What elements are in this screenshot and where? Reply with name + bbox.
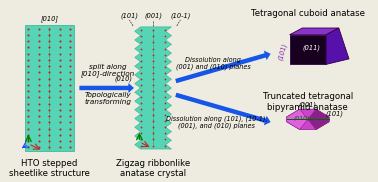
Text: (011): (011) bbox=[302, 45, 321, 51]
Text: (010): (010) bbox=[293, 116, 310, 121]
Text: (10-1): (10-1) bbox=[170, 13, 191, 19]
Text: Dissolution along
(001) and (010) planes: Dissolution along (001) and (010) planes bbox=[176, 57, 251, 70]
Text: (101): (101) bbox=[326, 111, 344, 117]
Polygon shape bbox=[135, 27, 172, 149]
Text: (001): (001) bbox=[144, 13, 162, 19]
Text: Zigzag ribbonlike
anatase crystal: Zigzag ribbonlike anatase crystal bbox=[116, 159, 190, 178]
Text: Dissolution along (101), (10-1),
(001), and (010) planes: Dissolution along (101), (10-1), (001), … bbox=[166, 115, 268, 129]
Polygon shape bbox=[308, 109, 329, 130]
Text: (101): (101) bbox=[277, 42, 288, 61]
Text: (101): (101) bbox=[121, 13, 138, 19]
Bar bbox=[25, 25, 74, 151]
Polygon shape bbox=[290, 28, 339, 35]
Text: Truncated tetragonal
bipyramid anatase: Truncated tetragonal bipyramid anatase bbox=[263, 92, 353, 112]
Text: HTO stepped
sheetlike structure: HTO stepped sheetlike structure bbox=[9, 159, 90, 178]
Text: Topologically
transforming: Topologically transforming bbox=[84, 92, 131, 105]
Polygon shape bbox=[326, 28, 349, 64]
Text: Tetragonal cuboid anatase: Tetragonal cuboid anatase bbox=[251, 9, 365, 17]
Polygon shape bbox=[287, 109, 329, 130]
Text: [010]: [010] bbox=[40, 15, 58, 22]
Text: (010): (010) bbox=[114, 76, 132, 82]
Text: split along
[010]-direction: split along [010]-direction bbox=[81, 64, 135, 78]
Polygon shape bbox=[287, 109, 308, 130]
Text: (001): (001) bbox=[299, 101, 317, 108]
Polygon shape bbox=[290, 35, 326, 64]
